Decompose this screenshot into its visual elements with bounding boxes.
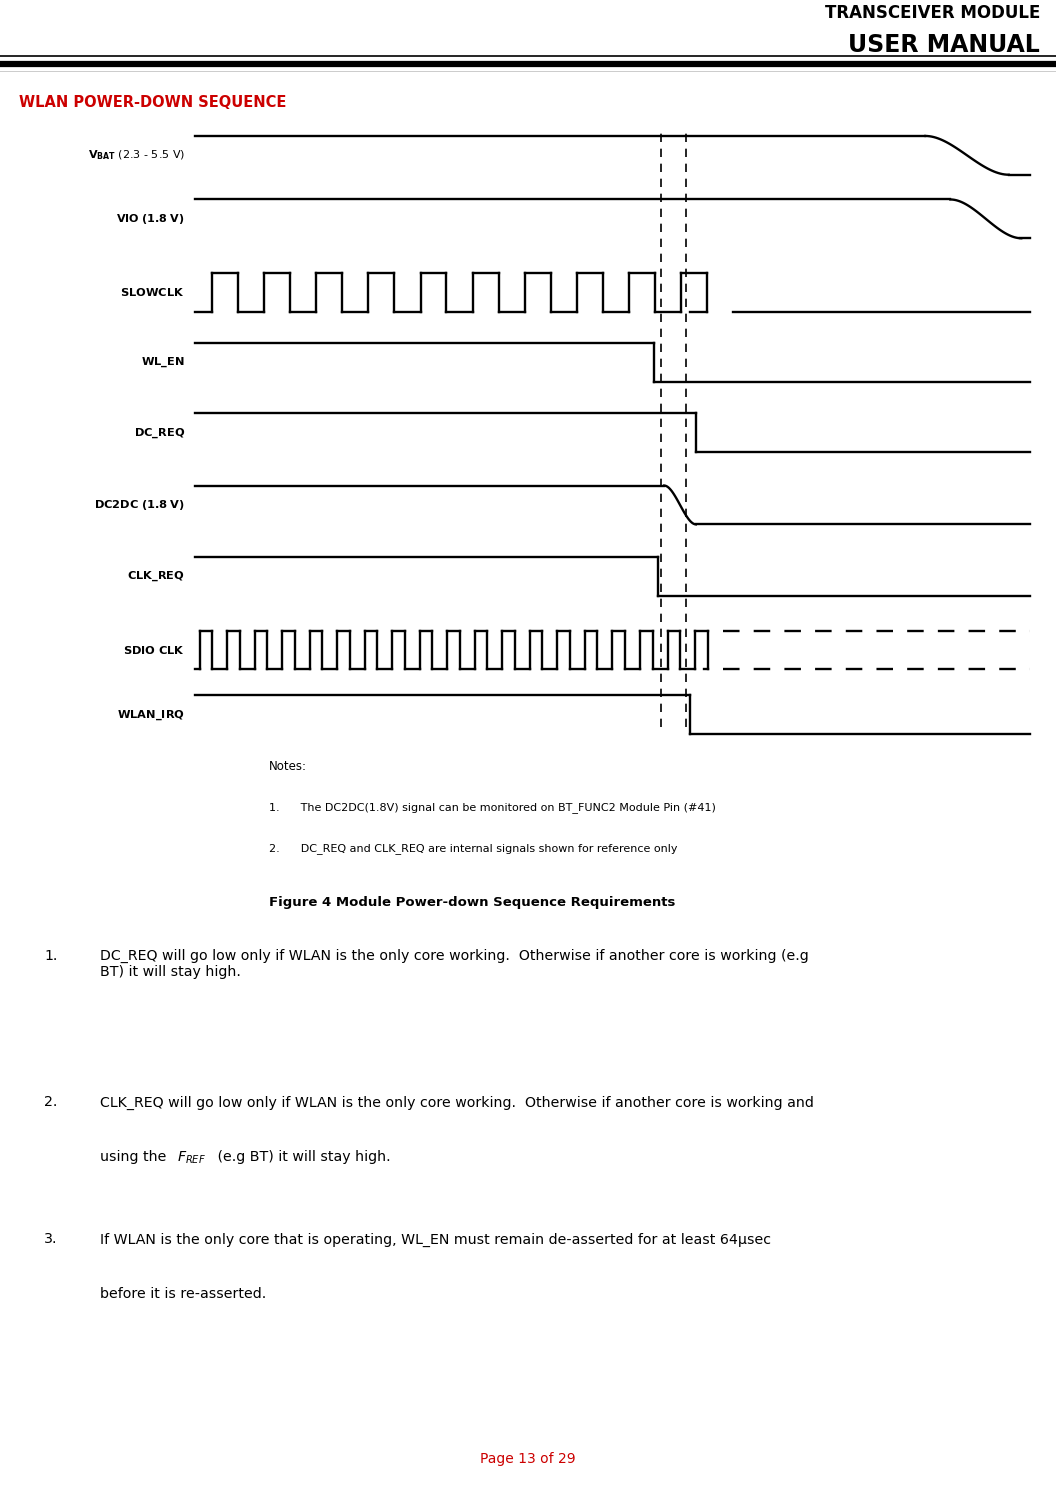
Text: DC_REQ will go low only if WLAN is the only core working.  Otherwise if another : DC_REQ will go low only if WLAN is the o… [100,949,809,979]
Text: 1.      The DC2DC(1.8V) signal can be monitored on BT_FUNC2 Module Pin (#41): 1. The DC2DC(1.8V) signal can be monitor… [269,801,716,813]
Text: 2.      DC_REQ and CLK_REQ are internal signals shown for reference only: 2. DC_REQ and CLK_REQ are internal signa… [269,844,678,854]
Text: 3.: 3. [44,1233,58,1246]
Text: TRANSCEIVER MODULE: TRANSCEIVER MODULE [825,5,1040,23]
Text: 1.: 1. [44,949,58,963]
Text: $\mathbf{VIO\ (1.8\ V)}$: $\mathbf{VIO\ (1.8\ V)}$ [116,211,185,226]
Text: $\mathbf{DC\_REQ}$: $\mathbf{DC\_REQ}$ [134,426,185,439]
Text: Page 13 of 29: Page 13 of 29 [480,1452,576,1467]
Text: CLK_REQ will go low only if WLAN is the only core working.  Otherwise if another: CLK_REQ will go low only if WLAN is the … [100,1096,814,1109]
Text: Figure 4 Module Power-down Sequence Requirements: Figure 4 Module Power-down Sequence Requ… [269,896,676,910]
Text: using the: using the [100,1150,171,1163]
Text: $\mathbf{WL\_EN}$: $\mathbf{WL\_EN}$ [142,356,185,370]
Text: USER MANUAL: USER MANUAL [848,33,1040,57]
Text: $\mathbf{DC2DC\ (1.8\ V)}$: $\mathbf{DC2DC\ (1.8\ V)}$ [94,498,185,512]
Text: $\mathbf{V_{BAT}}$ (2.3 - 5.5 V): $\mathbf{V_{BAT}}$ (2.3 - 5.5 V) [88,148,185,161]
Text: before it is re-asserted.: before it is re-asserted. [100,1287,266,1301]
Text: 2.: 2. [44,1096,58,1109]
Text: (e.g BT) it will stay high.: (e.g BT) it will stay high. [213,1150,391,1163]
Text: $\mathbf{SDIO\ CLK}$: $\mathbf{SDIO\ CLK}$ [122,644,185,656]
Text: $\mathbf{WLAN\_IRQ}$: $\mathbf{WLAN\_IRQ}$ [117,708,185,721]
Text: $\mathbf{SLOWCLK}$: $\mathbf{SLOWCLK}$ [120,287,185,299]
Text: $\mathbf{CLK\_REQ}$: $\mathbf{CLK\_REQ}$ [127,570,185,584]
Text: If WLAN is the only core that is operating, WL_EN must remain de-asserted for at: If WLAN is the only core that is operati… [100,1233,771,1246]
Text: WLAN POWER-DOWN SEQUENCE: WLAN POWER-DOWN SEQUENCE [19,95,286,110]
Text: $F_{REF}$: $F_{REF}$ [177,1150,206,1166]
Text: Notes:: Notes: [269,761,307,773]
